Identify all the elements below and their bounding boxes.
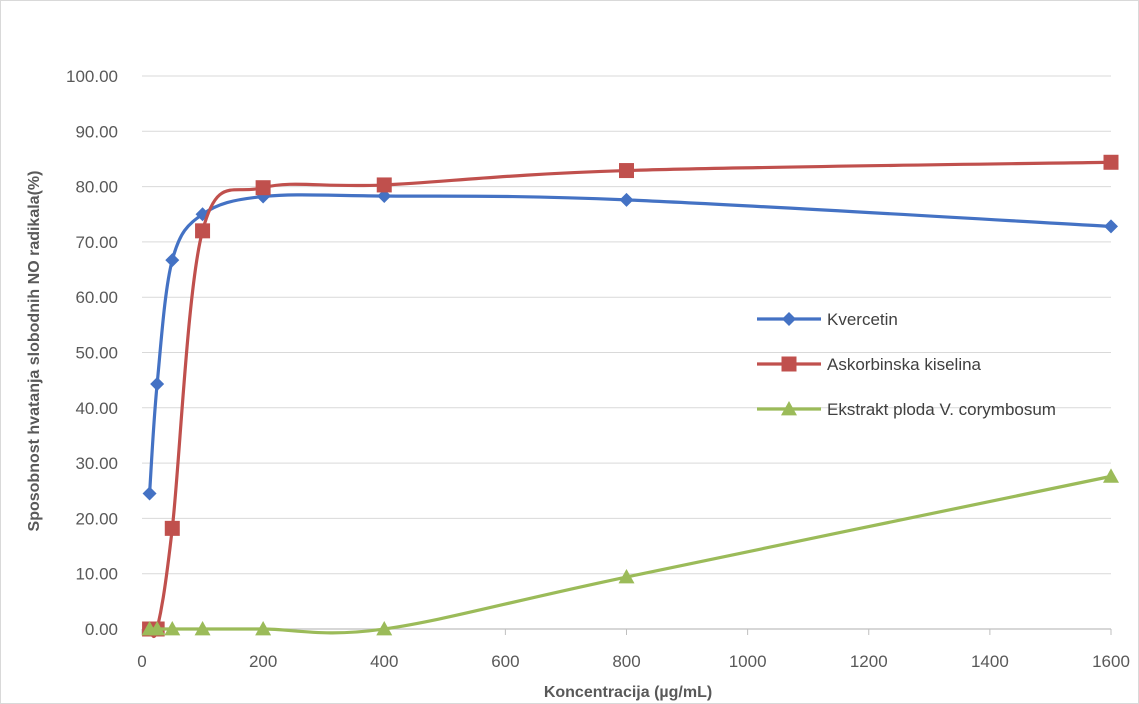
series-1 <box>142 189 1118 501</box>
data-point <box>150 377 165 392</box>
data-point <box>1103 468 1119 483</box>
data-point <box>619 163 634 179</box>
legend-item: Askorbinska kiselina <box>757 355 982 374</box>
data-point <box>619 192 634 207</box>
x-tick-label: 800 <box>612 652 640 671</box>
data-point <box>165 253 180 268</box>
y-tick-label: 60.00 <box>75 288 118 307</box>
legend-label: Ekstrakt ploda V. corymbosum <box>827 400 1056 419</box>
series-line <box>147 193 1112 494</box>
y-tick-label: 30.00 <box>75 454 118 473</box>
y-tick-label: 80.00 <box>75 178 118 197</box>
x-tick-label: 1400 <box>971 652 1009 671</box>
legend: Kvercetin Askorbinska kiselina Ekstrakt pl… <box>757 310 1056 419</box>
y-tick-label: 90.00 <box>75 122 118 141</box>
y-tick-label: 40.00 <box>75 399 118 418</box>
data-point <box>618 569 635 584</box>
legend-label: Askorbinska kiselina <box>827 355 982 374</box>
x-tick-label: 1600 <box>1092 652 1130 671</box>
series-2 <box>142 154 1119 638</box>
legend-marker <box>781 356 797 372</box>
y-tick-label: 20.00 <box>75 509 118 528</box>
data-point <box>255 621 272 636</box>
y-tick-label: 50.00 <box>75 344 118 363</box>
x-tick-label: 400 <box>370 652 398 671</box>
legend-item: Ekstrakt ploda V. corymbosum <box>757 400 1056 419</box>
x-tick-label: 200 <box>249 652 277 671</box>
x-axis-title: Koncentracija (µg/mL) <box>544 684 712 701</box>
data-point <box>195 223 211 239</box>
y-tick-label: 10.00 <box>75 565 118 584</box>
axes: 0.00 10.00 20.00 30.00 40.00 50.00 60.00 70.00 8… <box>66 67 1130 671</box>
data-point <box>1103 154 1119 170</box>
legend-marker <box>782 312 796 326</box>
data-point <box>376 621 393 636</box>
data-point <box>1104 219 1118 234</box>
data-point <box>376 177 392 193</box>
x-tick-label: 1000 <box>729 652 767 671</box>
data-point <box>142 486 157 501</box>
legend-item: Kvercetin <box>757 310 898 329</box>
x-tick-label: 0 <box>137 652 146 671</box>
series-3 <box>141 468 1119 636</box>
data-point <box>164 520 180 536</box>
data-point <box>194 621 211 636</box>
data-point <box>164 621 181 636</box>
gridlines <box>142 75 1111 575</box>
series-line <box>149 474 1112 635</box>
series-group <box>141 154 1119 638</box>
legend-label: Kvercetin <box>827 310 898 329</box>
y-tick-label: 0.00 <box>85 620 118 639</box>
y-axis-title: Sposobnost hvatanja slobodnih NO radikal… <box>26 171 43 532</box>
y-tick-label: 70.00 <box>75 233 118 252</box>
y-tick-label: 100.00 <box>66 67 118 86</box>
x-tick-label: 1200 <box>850 652 888 671</box>
x-tick-label: 600 <box>491 652 519 671</box>
data-point <box>255 180 271 196</box>
data-point <box>149 621 166 636</box>
legend-marker <box>781 401 797 416</box>
data-point <box>377 189 392 204</box>
